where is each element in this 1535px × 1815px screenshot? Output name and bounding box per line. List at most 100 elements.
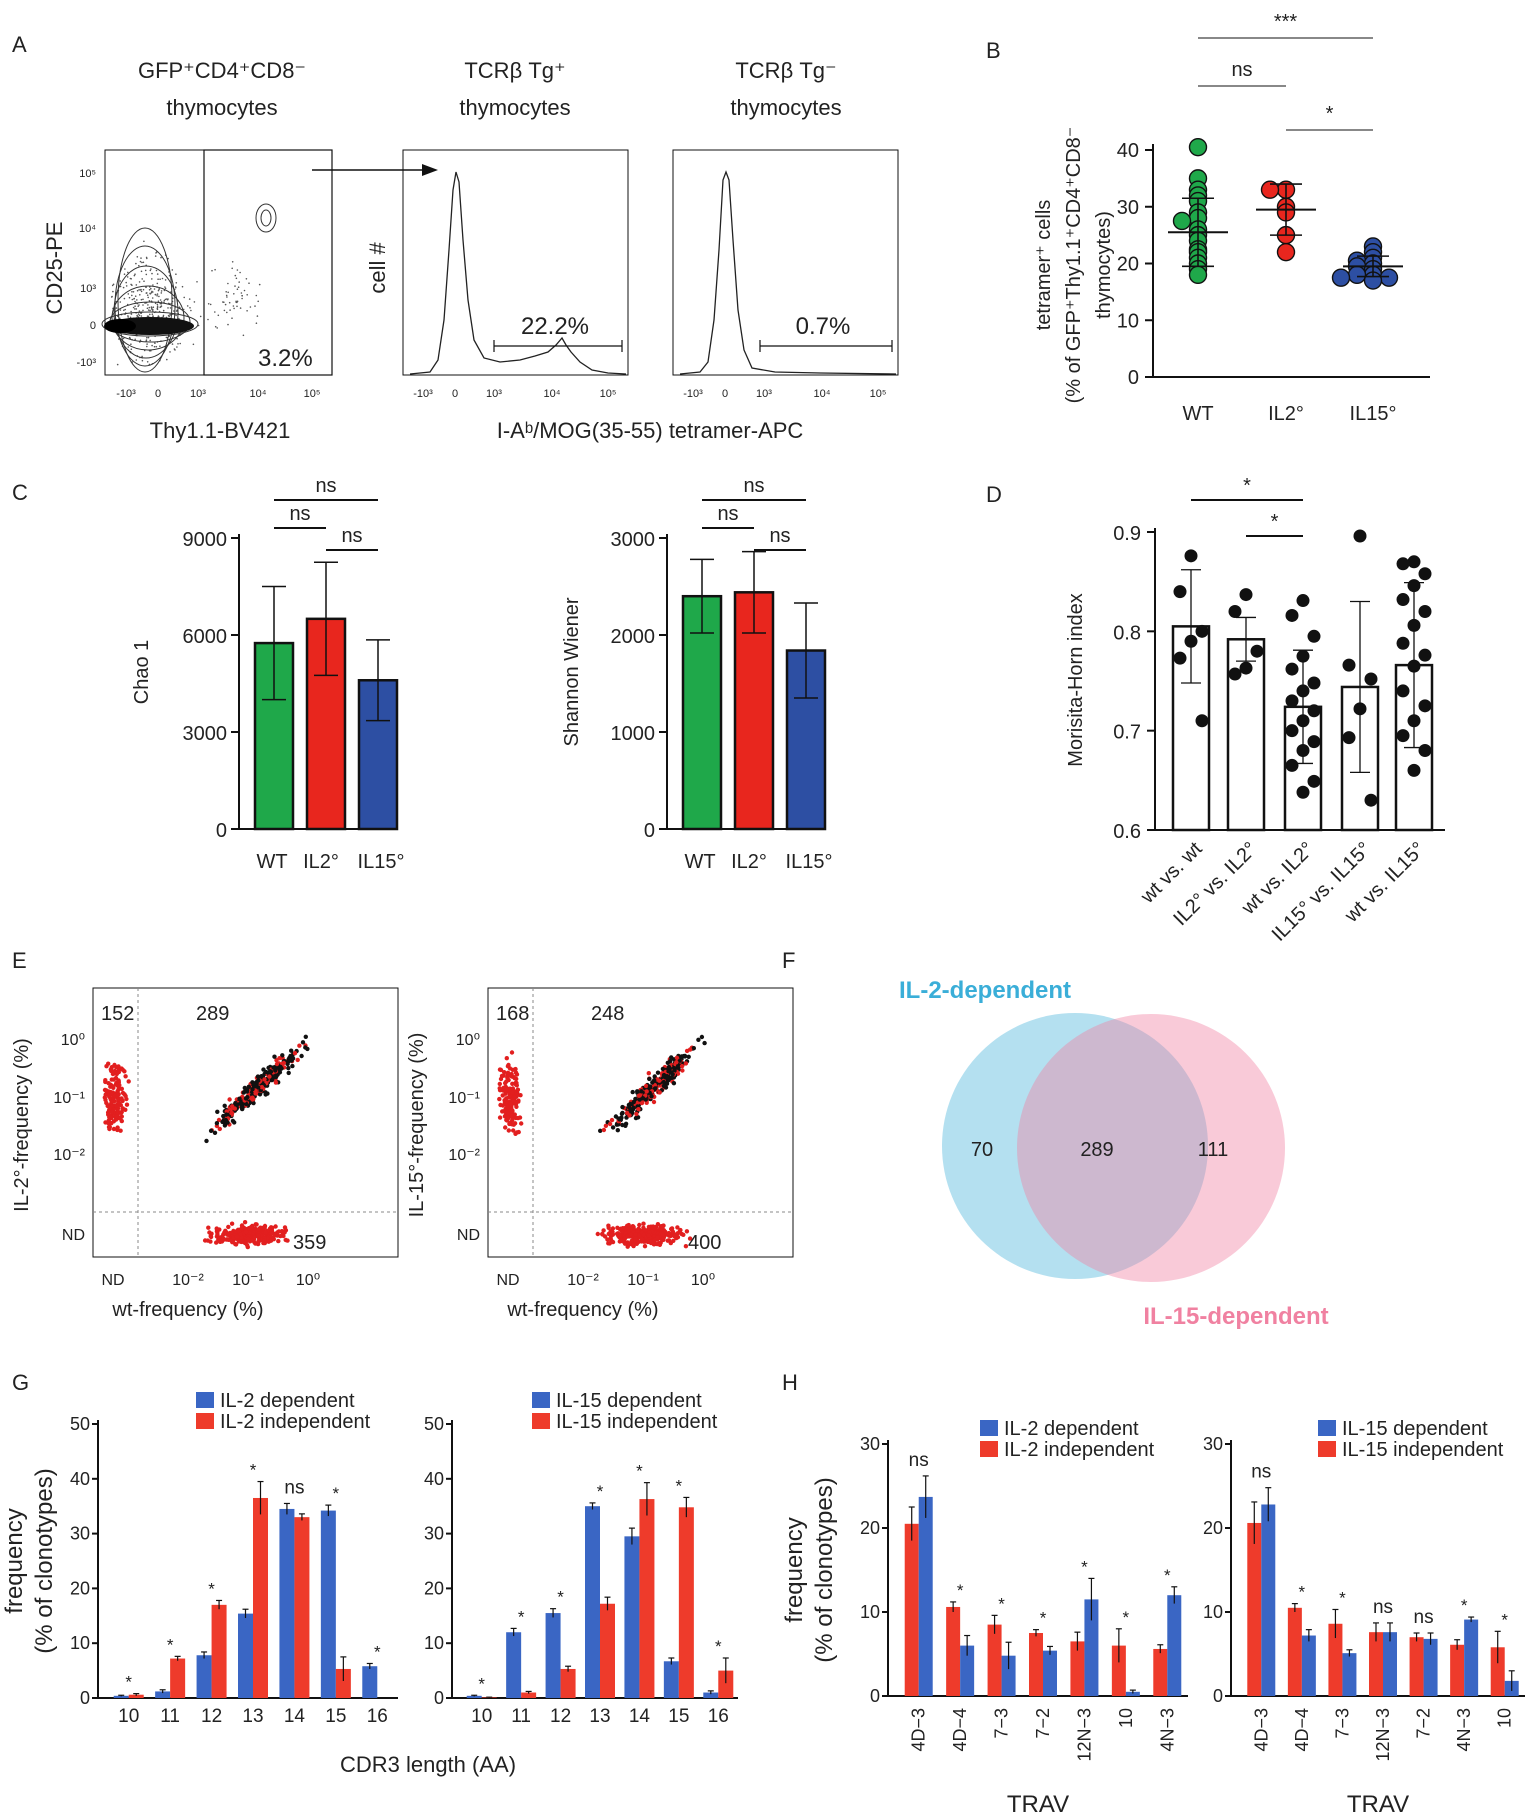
facs-event-dot — [207, 318, 209, 321]
bar-il-2-dependent — [1167, 1595, 1182, 1696]
facs-event-dot — [217, 314, 220, 317]
bar-il-2-dependent — [1043, 1650, 1057, 1696]
significance-label: * — [1299, 1583, 1306, 1602]
data-point — [1184, 634, 1198, 648]
panel-g-xlabel: CDR3 length (AA) — [340, 1752, 516, 1777]
bar — [681, 594, 723, 831]
nd-x-point — [124, 1102, 130, 1107]
nd-y-point — [636, 1233, 642, 1238]
shared-point — [666, 1069, 671, 1074]
nd-x-point — [497, 1081, 502, 1087]
shared-point — [290, 1063, 295, 1069]
facs-event-dot — [236, 305, 238, 308]
x-tick-label: 10 — [118, 1706, 139, 1727]
nd-x-point — [504, 1056, 509, 1061]
facs-event-dot — [148, 289, 151, 291]
nd-y-point — [229, 1238, 234, 1243]
x-tick-label: 7−2 — [1414, 1708, 1434, 1739]
plot-frame — [92, 987, 399, 1258]
facs-event-dot — [156, 282, 159, 285]
bar-il-15-independent — [1409, 1637, 1424, 1696]
shared-point — [286, 1065, 291, 1071]
nd-x-point — [111, 1119, 117, 1124]
x-tick-label: 15 — [325, 1706, 346, 1727]
data-point — [1396, 729, 1410, 743]
histogram-2-x-tick: 10⁴ — [544, 388, 561, 400]
nd-y-point — [675, 1225, 680, 1230]
shared-point — [647, 1076, 652, 1082]
y-axis-label: thymocytes) — [1093, 211, 1115, 319]
data-point — [1396, 593, 1410, 607]
facs-event-dot — [146, 361, 149, 363]
significance-label: * — [557, 1588, 564, 1607]
shared-point — [644, 1089, 649, 1094]
facs-event-dot — [125, 281, 127, 284]
nd-y-point — [670, 1229, 675, 1235]
y-axis-label: Chao 1 — [131, 640, 153, 705]
significance-label: * — [676, 1476, 683, 1495]
venn-circle-il15 — [1017, 1014, 1285, 1282]
panel-letter-e: E — [12, 948, 27, 973]
y-tick-label: ND — [457, 1227, 480, 1244]
facs-event-dot — [211, 269, 213, 272]
shared-point — [670, 1072, 675, 1077]
facs-event-dot — [112, 283, 115, 286]
shared-point — [679, 1063, 685, 1069]
nd-x-point — [497, 1115, 503, 1120]
facs-event-dot — [148, 306, 151, 309]
y-tick-label: 2000 — [611, 626, 656, 648]
x-axis-label: wt-frequency (%) — [111, 1299, 263, 1321]
significance-label: *** — [1274, 11, 1298, 33]
histogram-3-tick-labels: -10³ 0 10³ 10⁴ 10⁵ — [683, 388, 886, 400]
nd-y-point — [214, 1226, 219, 1231]
facs-event-dot — [151, 290, 153, 293]
facs-event-dot — [159, 302, 162, 305]
legend-label: IL-15 dependent — [1342, 1418, 1488, 1440]
nd-y-point — [633, 1232, 638, 1237]
shared-point — [208, 1128, 214, 1134]
nd-x-point — [112, 1068, 117, 1074]
shared-point — [686, 1054, 691, 1060]
panel-g-il2-bars: 0 10 20 30 40 50 * 10 * 11 * 12 * 13 ns 14 * 15 * 16 IL-2 de… — [1, 1390, 398, 1727]
data-point — [1418, 744, 1432, 758]
shared-point — [643, 1083, 649, 1089]
bar-il-15-independent — [1369, 1632, 1383, 1696]
contour-x-tick: 10³ — [190, 388, 206, 400]
contour-ylabel: CD25-PE — [42, 222, 67, 315]
shared-point — [620, 1104, 625, 1110]
nd-x-point — [111, 1126, 117, 1132]
bar-il-15-dependent — [506, 1632, 522, 1698]
shared-point — [617, 1117, 622, 1122]
shared-point — [244, 1101, 249, 1107]
facs-event-dot — [246, 294, 248, 296]
facs-event-dot — [225, 294, 228, 297]
facs-event-dot — [132, 291, 135, 293]
x-tick-label: 4D−4 — [950, 1708, 970, 1752]
x-axis-label: TRAV — [1347, 1791, 1409, 1815]
facs-event-dot — [130, 348, 133, 351]
shared-point — [229, 1111, 235, 1116]
count-shared: 289 — [196, 1003, 229, 1025]
data-point — [1188, 137, 1208, 157]
nd-x-point — [103, 1120, 108, 1125]
bar-il-2-dependent — [918, 1496, 933, 1696]
nd-x-point — [506, 1111, 511, 1116]
nd-x-point — [116, 1078, 121, 1083]
shared-point — [204, 1138, 209, 1144]
shared-point — [647, 1084, 653, 1089]
bar-il-2-dependent — [1125, 1691, 1140, 1696]
venn-count-il15-only: 111 — [1198, 1139, 1228, 1161]
facs-event-dot — [149, 269, 152, 272]
nd-x-point — [115, 1110, 120, 1115]
significance-label: ns — [1414, 1607, 1434, 1628]
data-point — [1188, 265, 1208, 285]
significance-label: ns — [1373, 1597, 1393, 1618]
data-point — [1418, 699, 1432, 713]
histogram-2-x-tick: 10³ — [486, 388, 502, 400]
facs-event-dot — [150, 291, 153, 294]
facs-event-dot — [153, 345, 156, 348]
panel-letter-d: D — [986, 482, 1002, 507]
facs-event-dot — [176, 337, 178, 340]
